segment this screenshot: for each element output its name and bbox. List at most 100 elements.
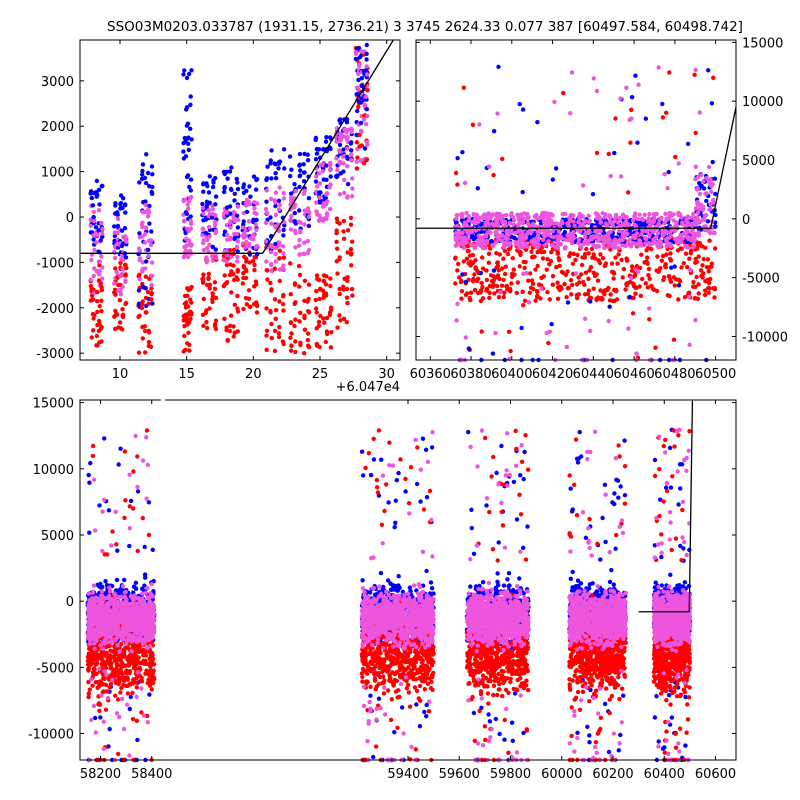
data-point-magenta xyxy=(647,242,653,248)
data-point-magenta xyxy=(541,237,546,243)
data-point-magenta xyxy=(213,228,219,234)
data-point-magenta xyxy=(604,223,610,228)
data-point-red xyxy=(535,294,540,299)
data-point-blue xyxy=(121,196,126,201)
data-point-red xyxy=(348,222,354,227)
data-point-magenta xyxy=(205,237,210,243)
data-point-magenta xyxy=(477,122,482,127)
data-point-red xyxy=(240,281,245,286)
data-point-blue xyxy=(281,227,286,233)
y-tick-label: -3000 xyxy=(36,347,74,362)
data-point-red xyxy=(264,328,270,333)
data-point-magenta xyxy=(552,99,557,105)
data-point-magenta xyxy=(118,292,124,297)
data-point-red xyxy=(645,261,650,266)
data-point-magenta xyxy=(99,589,105,594)
data-point-blue xyxy=(466,346,471,351)
data-point-magenta xyxy=(140,209,145,214)
data-point-red xyxy=(703,245,708,250)
data-point-red xyxy=(306,282,312,287)
data-point-magenta xyxy=(455,301,460,307)
data-point-blue xyxy=(87,480,92,485)
data-point-magenta xyxy=(186,206,191,211)
data-point-red xyxy=(228,313,234,318)
data-point-blue xyxy=(273,241,278,247)
data-point-red xyxy=(235,309,241,314)
data-point-red xyxy=(103,682,109,688)
data-point-red xyxy=(316,277,322,283)
data-point-red xyxy=(94,658,100,663)
data-point-blue xyxy=(264,176,270,181)
data-point-red xyxy=(182,333,187,339)
data-point-magenta xyxy=(210,206,215,212)
data-point-blue xyxy=(273,171,278,176)
data-point-magenta xyxy=(455,238,460,243)
data-point-magenta xyxy=(691,211,696,217)
data-point-red xyxy=(305,299,310,304)
data-point-red xyxy=(344,286,350,292)
data-point-magenta xyxy=(711,230,716,235)
data-point-red xyxy=(461,85,466,90)
data-point-blue xyxy=(114,577,120,583)
data-point-red xyxy=(235,267,241,273)
data-point-red xyxy=(348,215,354,221)
data-point-red xyxy=(143,350,148,355)
data-point-red xyxy=(276,331,282,336)
data-point-magenta xyxy=(526,215,531,220)
data-point-blue xyxy=(210,184,216,190)
data-point-magenta xyxy=(115,216,121,221)
data-point-magenta xyxy=(146,210,151,216)
data-point-red xyxy=(328,345,334,350)
data-point-red xyxy=(464,256,470,261)
data-point-red xyxy=(329,330,334,335)
data-point-red xyxy=(468,263,473,268)
data-point-blue xyxy=(143,286,148,291)
data-point-blue xyxy=(140,162,146,167)
data-point-blue xyxy=(313,157,319,162)
data-point-red xyxy=(221,283,226,289)
data-point-blue xyxy=(269,176,274,181)
data-point-red xyxy=(348,252,354,257)
data-point-red xyxy=(576,275,581,280)
data-point-magenta xyxy=(493,229,498,234)
data-point-blue xyxy=(305,158,311,163)
data-point-red xyxy=(244,302,249,307)
data-point-red xyxy=(501,256,506,261)
data-point-magenta xyxy=(593,235,598,240)
data-point-red xyxy=(486,251,492,256)
data-point-red xyxy=(113,292,118,297)
data-point-magenta xyxy=(601,234,607,239)
data-point-blue xyxy=(210,244,216,250)
data-point-red xyxy=(293,339,298,344)
data-point-red xyxy=(228,248,233,253)
data-point-magenta xyxy=(539,286,544,291)
data-point-red xyxy=(500,266,505,271)
data-point-blue xyxy=(234,176,239,182)
data-point-magenta xyxy=(471,211,476,217)
data-point-blue xyxy=(115,548,120,553)
data-point-magenta xyxy=(627,237,632,243)
data-point-blue xyxy=(268,158,273,163)
data-point-red xyxy=(146,661,151,667)
data-point-red xyxy=(94,343,99,348)
data-point-red xyxy=(495,260,500,266)
data-point-red xyxy=(589,246,595,252)
data-point-blue xyxy=(119,228,125,233)
data-point-red xyxy=(467,295,472,301)
data-point-magenta xyxy=(253,245,258,250)
data-point-red xyxy=(453,255,458,260)
data-point-magenta xyxy=(122,590,128,595)
data-point-magenta xyxy=(293,188,298,194)
data-point-blue xyxy=(88,461,93,466)
data-point-magenta xyxy=(91,273,97,279)
data-point-red xyxy=(666,274,672,279)
data-point-red xyxy=(539,249,544,255)
data-point-red xyxy=(574,295,580,301)
data-point-red xyxy=(148,650,153,655)
data-point-magenta xyxy=(530,221,536,226)
data-point-magenta xyxy=(697,110,702,115)
data-point-magenta xyxy=(292,205,297,210)
data-point-red xyxy=(633,285,638,290)
data-point-red xyxy=(563,272,569,277)
data-point-blue xyxy=(633,73,638,78)
